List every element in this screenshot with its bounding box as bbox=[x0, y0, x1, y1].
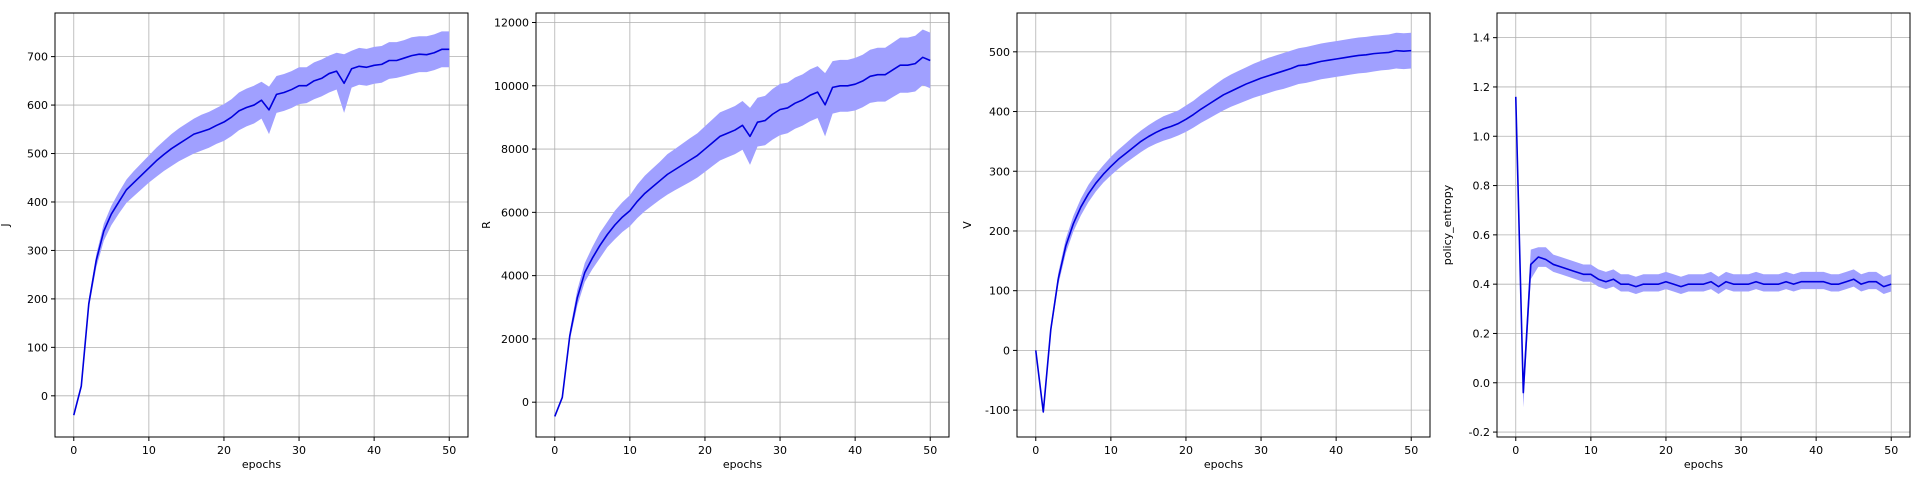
y-tick-label: 600 bbox=[27, 99, 48, 112]
x-tick-label: 30 bbox=[292, 444, 306, 457]
y-axis-label: policy_entropy bbox=[1441, 184, 1454, 265]
y-tick-label: 0.4 bbox=[1473, 278, 1491, 291]
y-tick-label: 100 bbox=[989, 285, 1010, 298]
y-tick-label: 0 bbox=[41, 390, 48, 403]
x-axis-label: epochs bbox=[242, 458, 281, 471]
std-band bbox=[554, 29, 931, 417]
y-tick-label: 10000 bbox=[494, 80, 529, 93]
grid bbox=[1497, 13, 1910, 437]
x-tick-label: 10 bbox=[1104, 444, 1118, 457]
y-tick-label: 300 bbox=[27, 244, 48, 257]
x-tick-label: 50 bbox=[923, 444, 937, 457]
y-tick-label: 4000 bbox=[501, 270, 529, 283]
y-axis-label: R bbox=[480, 221, 493, 229]
x-ticks: 0 10 20 30 40 50 bbox=[551, 437, 937, 457]
axes-frame bbox=[1496, 12, 1911, 438]
x-tick-label: 40 bbox=[1809, 444, 1823, 457]
x-tick-label: 30 bbox=[1734, 444, 1748, 457]
series bbox=[1514, 96, 1892, 408]
y-tick-label: 0 bbox=[522, 396, 529, 409]
axes-frame bbox=[54, 12, 469, 438]
y-tick-label: 1.2 bbox=[1473, 81, 1491, 94]
x-ticks: 0 10 20 30 40 50 bbox=[70, 437, 456, 457]
y-tick-label: 500 bbox=[989, 46, 1010, 59]
y-tick-label: 2000 bbox=[501, 333, 529, 346]
y-tick-label: 12000 bbox=[494, 16, 529, 29]
x-tick-label: 0 bbox=[1512, 444, 1519, 457]
x-tick-label: 30 bbox=[1254, 444, 1268, 457]
subplot-R: 0 10 20 30 40 50 0 2000 4000 6000 8000 10000 12000 ep… bbox=[480, 12, 950, 471]
y-tick-label: 6000 bbox=[501, 206, 529, 219]
y-tick-label: 0.0 bbox=[1473, 377, 1491, 390]
y-tick-label: -100 bbox=[985, 404, 1010, 417]
x-tick-label: 20 bbox=[698, 444, 712, 457]
y-tick-label: 0 bbox=[1003, 344, 1010, 357]
grid bbox=[1017, 13, 1430, 437]
x-axis-label: epochs bbox=[1684, 458, 1723, 471]
x-tick-label: 20 bbox=[217, 444, 231, 457]
y-tick-label: 0.6 bbox=[1473, 229, 1491, 242]
x-ticks: 0 10 20 30 40 50 bbox=[1512, 437, 1898, 457]
y-tick-label: 300 bbox=[989, 165, 1010, 178]
y-tick-label: 400 bbox=[989, 106, 1010, 119]
x-tick-label: 20 bbox=[1179, 444, 1193, 457]
subplot-policy_entropy: 0 10 20 30 40 50 -0.2 0.0 0.2 0.4 0.6 0.8 1.0 1.2 1.4 e… bbox=[1441, 12, 1911, 471]
y-tick-label: 200 bbox=[27, 293, 48, 306]
x-tick-label: 0 bbox=[551, 444, 558, 457]
y-tick-label: 700 bbox=[27, 51, 48, 64]
x-axis-label: epochs bbox=[723, 458, 762, 471]
x-tick-label: 50 bbox=[1884, 444, 1898, 457]
mean-line bbox=[72, 48, 450, 416]
subplot-V: 0 10 20 30 40 50 -100 0 100 200 300 400 500 epochs V bbox=[961, 12, 1431, 471]
x-tick-label: 10 bbox=[142, 444, 156, 457]
subplots: 0 10 20 30 40 500100200300400500600700epochsJ… bbox=[0, 12, 1911, 471]
y-tick-label: 500 bbox=[27, 148, 48, 161]
y-tick-label: 0.8 bbox=[1473, 180, 1491, 193]
y-tick-label: 100 bbox=[27, 341, 48, 354]
mean-line bbox=[1514, 96, 1892, 394]
x-tick-label: 10 bbox=[623, 444, 637, 457]
y-tick-label: 1.4 bbox=[1473, 32, 1491, 45]
x-tick-label: 0 bbox=[1032, 444, 1039, 457]
y-tick-label: 200 bbox=[989, 225, 1010, 238]
y-axis-label: V bbox=[961, 221, 974, 229]
x-tick-label: 40 bbox=[1329, 444, 1343, 457]
x-tick-label: 30 bbox=[773, 444, 787, 457]
y-ticks: 0 100 200 300 400 500 600 700 bbox=[27, 51, 55, 403]
y-tick-label: 0.2 bbox=[1473, 327, 1491, 340]
x-ticks: 0 10 20 30 40 50 bbox=[1032, 437, 1418, 457]
y-tick-label: 1.0 bbox=[1473, 130, 1491, 143]
x-tick-label: 20 bbox=[1659, 444, 1673, 457]
y-ticks: 0 2000 4000 6000 8000 10000 12000 bbox=[494, 16, 536, 409]
x-tick-label: 50 bbox=[1404, 444, 1418, 457]
std-band bbox=[1035, 32, 1412, 414]
mean-line bbox=[1034, 49, 1412, 413]
axes-frame bbox=[1016, 12, 1431, 438]
x-tick-label: 40 bbox=[848, 444, 862, 457]
y-ticks: -100 0 100 200 300 400 500 bbox=[985, 46, 1017, 417]
x-axis-label: epochs bbox=[1204, 458, 1243, 471]
y-axis-label: J bbox=[0, 223, 12, 227]
std-band bbox=[73, 31, 450, 416]
y-tick-label: -0.2 bbox=[1469, 426, 1490, 439]
x-tick-label: 10 bbox=[1584, 444, 1598, 457]
series bbox=[554, 29, 931, 417]
y-tick-label: 8000 bbox=[501, 143, 529, 156]
y-tick-label: 400 bbox=[27, 196, 48, 209]
mean-line bbox=[554, 56, 931, 417]
x-tick-label: 40 bbox=[367, 444, 381, 457]
series bbox=[72, 31, 450, 416]
x-tick-label: 50 bbox=[442, 444, 456, 457]
series bbox=[1034, 32, 1412, 414]
y-ticks: -0.2 0.0 0.2 0.4 0.6 0.8 1.0 1.2 1.4 bbox=[1469, 32, 1497, 439]
axes-frame bbox=[535, 12, 950, 438]
x-tick-label: 0 bbox=[70, 444, 77, 457]
